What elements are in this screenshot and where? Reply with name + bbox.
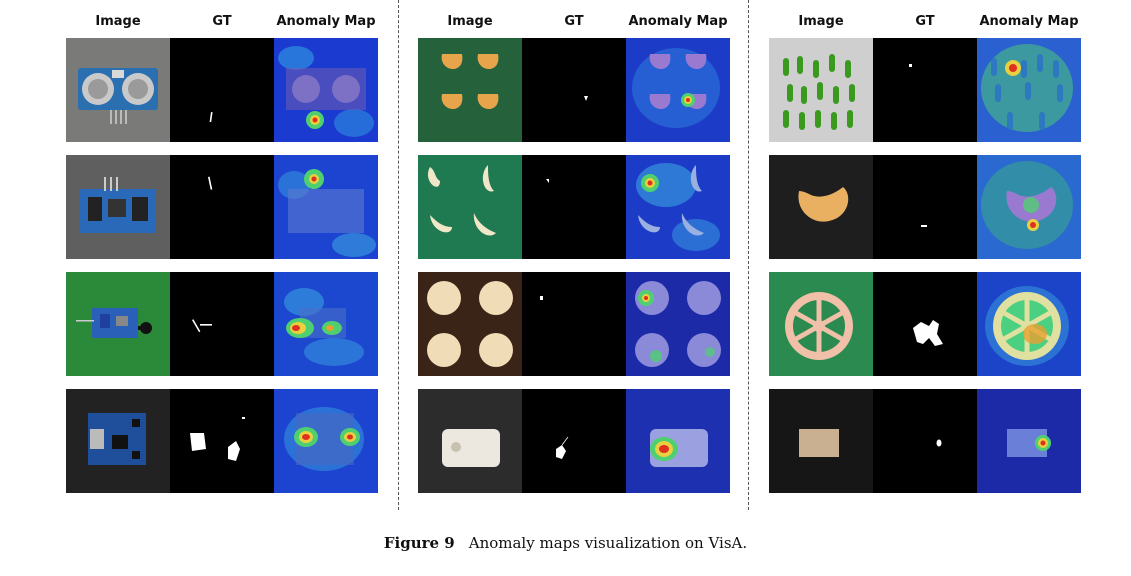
anomaly-map-cell [977,38,1081,142]
column-header-gt: GT [212,14,232,29]
image-cell [418,155,522,259]
image-cell [66,389,170,493]
figure-group-1: Image GT Anomaly Map [66,0,382,510]
gt-mask-cell [170,272,274,376]
anomaly-map-cell [626,389,730,493]
anomaly-map-cell [977,272,1081,376]
figure-caption: Figure 9 Anomaly maps visualization on Vi… [0,534,1131,552]
gt-mask-cell [170,389,274,493]
image-cell [418,38,522,142]
image-cell [769,272,873,376]
image-cell [418,272,522,376]
anomaly-map-cell [626,38,730,142]
figure-group-2: Image GT Anomaly Map [418,0,734,510]
column-header-gt: GT [915,14,935,29]
group-divider [398,0,399,510]
gt-mask-cell [522,155,626,259]
column-header-image: Image [447,14,493,29]
figure-group-3: Image GT Anomaly Map [769,0,1085,510]
image-cell [66,38,170,142]
image-cell [66,272,170,376]
anomaly-map-cell [274,155,378,259]
column-header-anomaly-map: Anomaly Map [979,14,1079,29]
gt-mask-cell [873,38,977,142]
image-cell [769,155,873,259]
gt-mask-cell [170,38,274,142]
anomaly-map-cell [977,155,1081,259]
gt-mask-cell [873,272,977,376]
caption-label: Figure 9 [383,534,455,552]
gt-mask-cell [522,389,626,493]
column-header-anomaly-map: Anomaly Map [628,14,728,29]
gt-mask-cell [873,389,977,493]
anomaly-map-cell [274,389,378,493]
gt-mask-cell [170,155,274,259]
image-cell [418,389,522,493]
column-header-image: Image [95,14,141,29]
column-header-gt: GT [564,14,584,29]
anomaly-map-cell [626,155,730,259]
anomaly-map-cell [626,272,730,376]
anomaly-map-cell [274,272,378,376]
group-divider [748,0,749,510]
gt-mask-cell [873,155,977,259]
gt-mask-cell [522,272,626,376]
column-header-image: Image [798,14,844,29]
gt-mask-cell [522,38,626,142]
anomaly-map-cell [977,389,1081,493]
column-header-anomaly-map: Anomaly Map [276,14,376,29]
image-cell [769,38,873,142]
caption-text: Anomaly maps visualization on VisA. [468,534,748,552]
anomaly-map-cell [274,38,378,142]
image-cell [66,155,170,259]
image-cell [769,389,873,493]
